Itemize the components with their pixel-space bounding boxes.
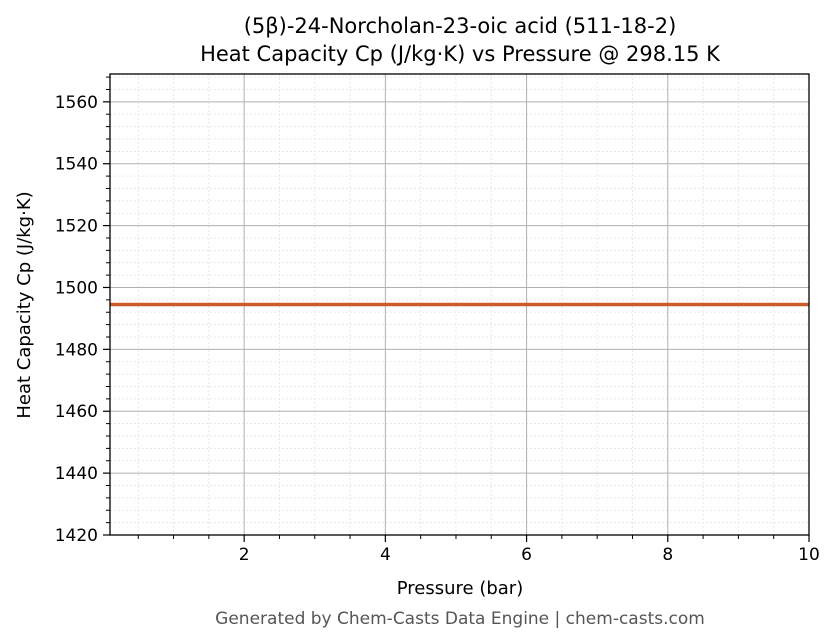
x-axis-label: Pressure (bar) bbox=[397, 578, 523, 599]
x-tick-label: 6 bbox=[521, 545, 532, 565]
y-tick-label: 1540 bbox=[55, 155, 98, 175]
x-tick-label: 8 bbox=[662, 545, 673, 565]
chart-title: (5β)-24-Norcholan-23-oic acid (511-18-2) bbox=[244, 14, 677, 38]
y-tick-label: 1500 bbox=[55, 278, 98, 298]
ticks-layer: 2 4 6 8 10 1420 1440 1460 1480 1500 1520 1540 1560 bbox=[55, 76, 820, 565]
x-tick-label: 4 bbox=[380, 545, 391, 565]
y-axis-label: Heat Capacity Cp (J/kg·K) bbox=[14, 191, 35, 418]
minor-grid bbox=[110, 74, 809, 535]
x-tick-label: 10 bbox=[798, 545, 820, 565]
y-tick-label: 1520 bbox=[55, 217, 98, 237]
plot-frame bbox=[109, 73, 810, 536]
x-tick-label: 2 bbox=[239, 545, 250, 565]
y-tick-label: 1420 bbox=[55, 526, 98, 546]
y-tick-label: 1480 bbox=[55, 340, 98, 360]
footer-credit: Generated by Chem-Casts Data Engine | ch… bbox=[215, 609, 705, 629]
y-tick-label: 1560 bbox=[55, 93, 98, 113]
y-tick-label: 1460 bbox=[55, 402, 98, 422]
y-tick-label: 1440 bbox=[55, 464, 98, 484]
chart-subtitle: Heat Capacity Cp (J/kg·K) vs Pressure @ … bbox=[200, 42, 721, 66]
